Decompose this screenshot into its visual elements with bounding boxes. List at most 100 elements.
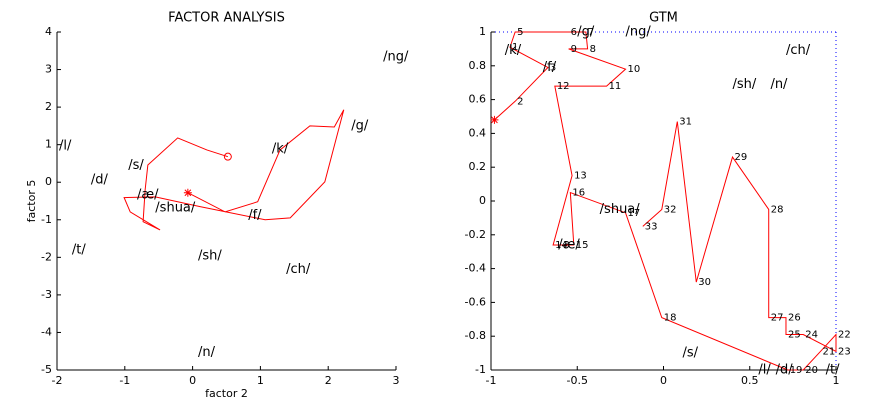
- phoneme-label: /s/: [128, 158, 144, 173]
- y-tick-label: 3: [45, 63, 52, 76]
- phoneme-label: /f/: [248, 208, 262, 223]
- y-tick-label: -2: [41, 250, 52, 263]
- point-label: 27: [771, 313, 784, 324]
- phoneme-label: /n/: [770, 77, 788, 92]
- phoneme-label: /sh/: [733, 77, 757, 92]
- start-marker: [183, 188, 192, 197]
- y-tick-label: -0.4: [465, 262, 486, 275]
- phoneme-label: /g/: [577, 25, 595, 40]
- y-tick-label: 0: [479, 194, 486, 207]
- point-label: 32: [664, 204, 677, 215]
- phoneme-label: /shua/: [155, 200, 196, 215]
- point-label: 26: [788, 313, 801, 324]
- y-tick-label: -1: [475, 363, 486, 376]
- phoneme-label: /æ/: [558, 237, 580, 252]
- point-label: 21: [822, 346, 835, 357]
- x-tick-label: 2: [325, 374, 332, 387]
- phoneme-label: /l/: [59, 138, 72, 153]
- phoneme-label: /ch/: [786, 43, 811, 58]
- point-label: 8: [590, 44, 596, 55]
- phoneme-label: /l/: [758, 363, 771, 378]
- point-label: 22: [838, 330, 851, 341]
- x-tick-label: -1: [119, 374, 130, 387]
- x-tick-label: -1: [486, 374, 497, 387]
- point-label: 12: [557, 81, 570, 92]
- y-tick-label: 1: [479, 25, 486, 38]
- point-label: 17: [628, 208, 641, 219]
- phoneme-label: /k/: [505, 43, 522, 58]
- y-tick-label: -0.6: [465, 295, 486, 308]
- y-tick-label: -0.2: [465, 228, 486, 241]
- point-label: 6: [571, 27, 577, 38]
- point-label: 2: [517, 96, 523, 107]
- point-label: 18: [664, 313, 677, 324]
- point-label: 14: [555, 240, 568, 251]
- x-tick-label: 1: [833, 374, 840, 387]
- point-label: 10: [628, 64, 641, 75]
- phoneme-label: /sh/: [198, 248, 222, 263]
- phoneme-label: /s/: [682, 346, 698, 361]
- point-label: 16: [572, 188, 585, 199]
- y-tick-label: -5: [41, 363, 52, 376]
- y-tick-label: -3: [41, 288, 52, 301]
- point-label: 7: [588, 27, 594, 38]
- point-label: 3: [550, 62, 556, 73]
- y-tick-label: 0.8: [469, 59, 487, 72]
- y-tick-label: 1: [45, 138, 52, 151]
- start-marker: [490, 115, 499, 124]
- point-label: 31: [679, 117, 692, 128]
- y-tick-label: 0: [45, 175, 52, 188]
- phoneme-label: /k/: [272, 141, 289, 156]
- point-label: 19: [790, 365, 803, 376]
- point-label: 28: [771, 204, 784, 215]
- phoneme-label: /ng/: [626, 25, 652, 40]
- y-tick-label: -0.8: [465, 329, 486, 342]
- trajectory-line: [123, 109, 345, 231]
- x-tick-label: 0.5: [741, 374, 759, 387]
- trajectory-line: [494, 31, 837, 371]
- x-tick-label: 0: [660, 374, 667, 387]
- phoneme-label: /t/: [72, 242, 86, 257]
- x-tick-label: -2: [52, 374, 63, 387]
- point-label: 24: [805, 330, 818, 341]
- y-tick-label: 0.6: [469, 93, 487, 106]
- phoneme-label: /f/: [543, 60, 557, 75]
- point-label: 29: [735, 152, 748, 163]
- point-label: 20: [805, 365, 818, 376]
- point-label: 30: [698, 277, 711, 288]
- y-axis-label: factor 5: [25, 180, 38, 223]
- phoneme-label: /d/: [91, 172, 109, 187]
- point-label: 11: [609, 81, 622, 92]
- x-axis-label: factor 2: [205, 387, 248, 400]
- phoneme-label: /g/: [351, 118, 369, 133]
- phoneme-label: /ch/: [286, 262, 311, 277]
- end-marker: [223, 152, 232, 161]
- point-label: 9: [571, 44, 577, 55]
- y-tick-label: -4: [41, 325, 52, 338]
- point-label: 5: [517, 27, 523, 38]
- point-label: 33: [645, 221, 658, 232]
- chart-title: GTM: [649, 11, 678, 26]
- point-label: 15: [576, 240, 589, 251]
- y-tick-label: 4: [45, 25, 52, 38]
- chart-title: FACTOR ANALYSIS: [168, 11, 285, 26]
- y-tick-label: 0.4: [469, 126, 487, 139]
- x-tick-label: 0: [189, 374, 196, 387]
- phoneme-label: /æ/: [137, 187, 159, 202]
- y-tick-label: 2: [45, 100, 52, 113]
- point-label: 13: [574, 171, 587, 182]
- phoneme-label: /t/: [826, 363, 840, 378]
- point-label: 1: [512, 42, 518, 53]
- point-label: 23: [838, 346, 851, 357]
- point-label: 25: [788, 330, 801, 341]
- x-tick-label: 3: [393, 374, 400, 387]
- phoneme-label: /n/: [198, 345, 216, 360]
- phoneme-label: /ng/: [383, 49, 409, 64]
- x-tick-label: 1: [257, 374, 264, 387]
- x-tick-label: -0.5: [567, 374, 588, 387]
- phoneme-label: /shua/: [600, 202, 641, 217]
- y-tick-label: -1: [41, 213, 52, 226]
- y-tick-label: 0.2: [469, 160, 487, 173]
